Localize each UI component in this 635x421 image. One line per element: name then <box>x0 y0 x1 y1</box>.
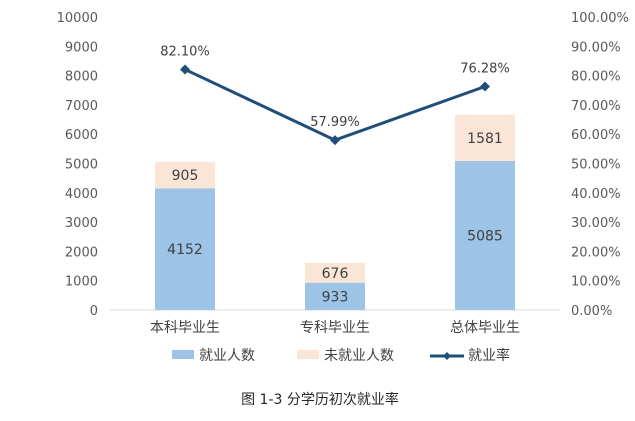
right-tick-label: 70.00% <box>571 99 621 114</box>
left-tick-label: 9000 <box>65 40 98 55</box>
bar-value-label: 905 <box>172 168 199 184</box>
left-tick-label: 7000 <box>65 99 98 114</box>
bar-value-label: 4152 <box>167 242 203 258</box>
left-tick-label: 8000 <box>65 70 98 85</box>
bars: 4152 905 933 676 5085 1581 <box>155 114 515 310</box>
rate-value-label: 57.99% <box>310 115 360 130</box>
category-label: 专科毕业生 <box>300 320 370 336</box>
right-tick-label: 80.00% <box>571 70 621 85</box>
legend-label: 就业人数 <box>199 348 255 364</box>
bar-value-label: 933 <box>322 289 349 305</box>
left-tick-label: 10000 <box>57 11 98 26</box>
right-tick-label: 30.00% <box>571 216 621 231</box>
right-tick-label: 0.00% <box>571 304 612 319</box>
legend-label: 就业率 <box>468 347 510 364</box>
left-tick-label: 4000 <box>65 187 98 202</box>
rate-point <box>330 135 340 146</box>
bar-employed <box>305 282 365 310</box>
category-labels: 本科毕业生 专科毕业生 总体毕业生 <box>150 320 520 336</box>
legend-swatch <box>172 350 194 359</box>
rate-value-label: 76.28% <box>460 61 510 76</box>
right-axis-ticks: 0.00% 10.00% 20.00% 30.00% 40.00% 50.00% 60.00… <box>571 11 629 319</box>
rate-line-series: 82.10% 57.99% 76.28% <box>160 44 510 146</box>
bar-unemployed <box>155 161 215 189</box>
legend-swatch <box>297 350 319 359</box>
bar-value-label: 5085 <box>467 229 503 245</box>
left-axis-ticks: 0 1000 2000 3000 4000 5000 6000 7000 8000 9000 100… <box>57 11 98 319</box>
right-tick-label: 40.00% <box>571 187 621 202</box>
right-tick-label: 100.00% <box>571 11 629 26</box>
bar-employed <box>455 161 515 310</box>
figure-caption: 图 1-3 分学历初次就业率 <box>241 391 399 408</box>
bar-unemployed <box>305 262 365 283</box>
category-label: 本科毕业生 <box>150 320 220 336</box>
rate-value-label: 82.10% <box>160 44 210 59</box>
left-tick-label: 1000 <box>65 275 98 290</box>
right-tick-label: 20.00% <box>571 245 621 260</box>
legend-label: 未就业人数 <box>324 348 394 364</box>
category-label: 总体毕业生 <box>450 320 520 336</box>
right-tick-label: 60.00% <box>571 128 621 143</box>
rate-point <box>480 81 490 92</box>
right-tick-label: 10.00% <box>571 275 621 290</box>
bar-unemployed <box>455 114 515 162</box>
legend: 就业人数 未就业人数 就业率 <box>172 347 510 364</box>
left-tick-label: 3000 <box>65 216 98 231</box>
rate-point <box>180 64 190 75</box>
bar-value-label: 1581 <box>467 131 503 147</box>
left-tick-label: 6000 <box>65 128 98 143</box>
left-tick-label: 5000 <box>65 158 98 173</box>
right-tick-label: 50.00% <box>571 158 621 173</box>
left-tick-label: 0 <box>90 304 98 319</box>
left-tick-label: 2000 <box>65 245 98 260</box>
legend-marker <box>443 352 451 360</box>
bar-employed <box>155 188 215 310</box>
bar-value-label: 676 <box>322 266 349 282</box>
right-tick-label: 90.00% <box>571 40 621 55</box>
